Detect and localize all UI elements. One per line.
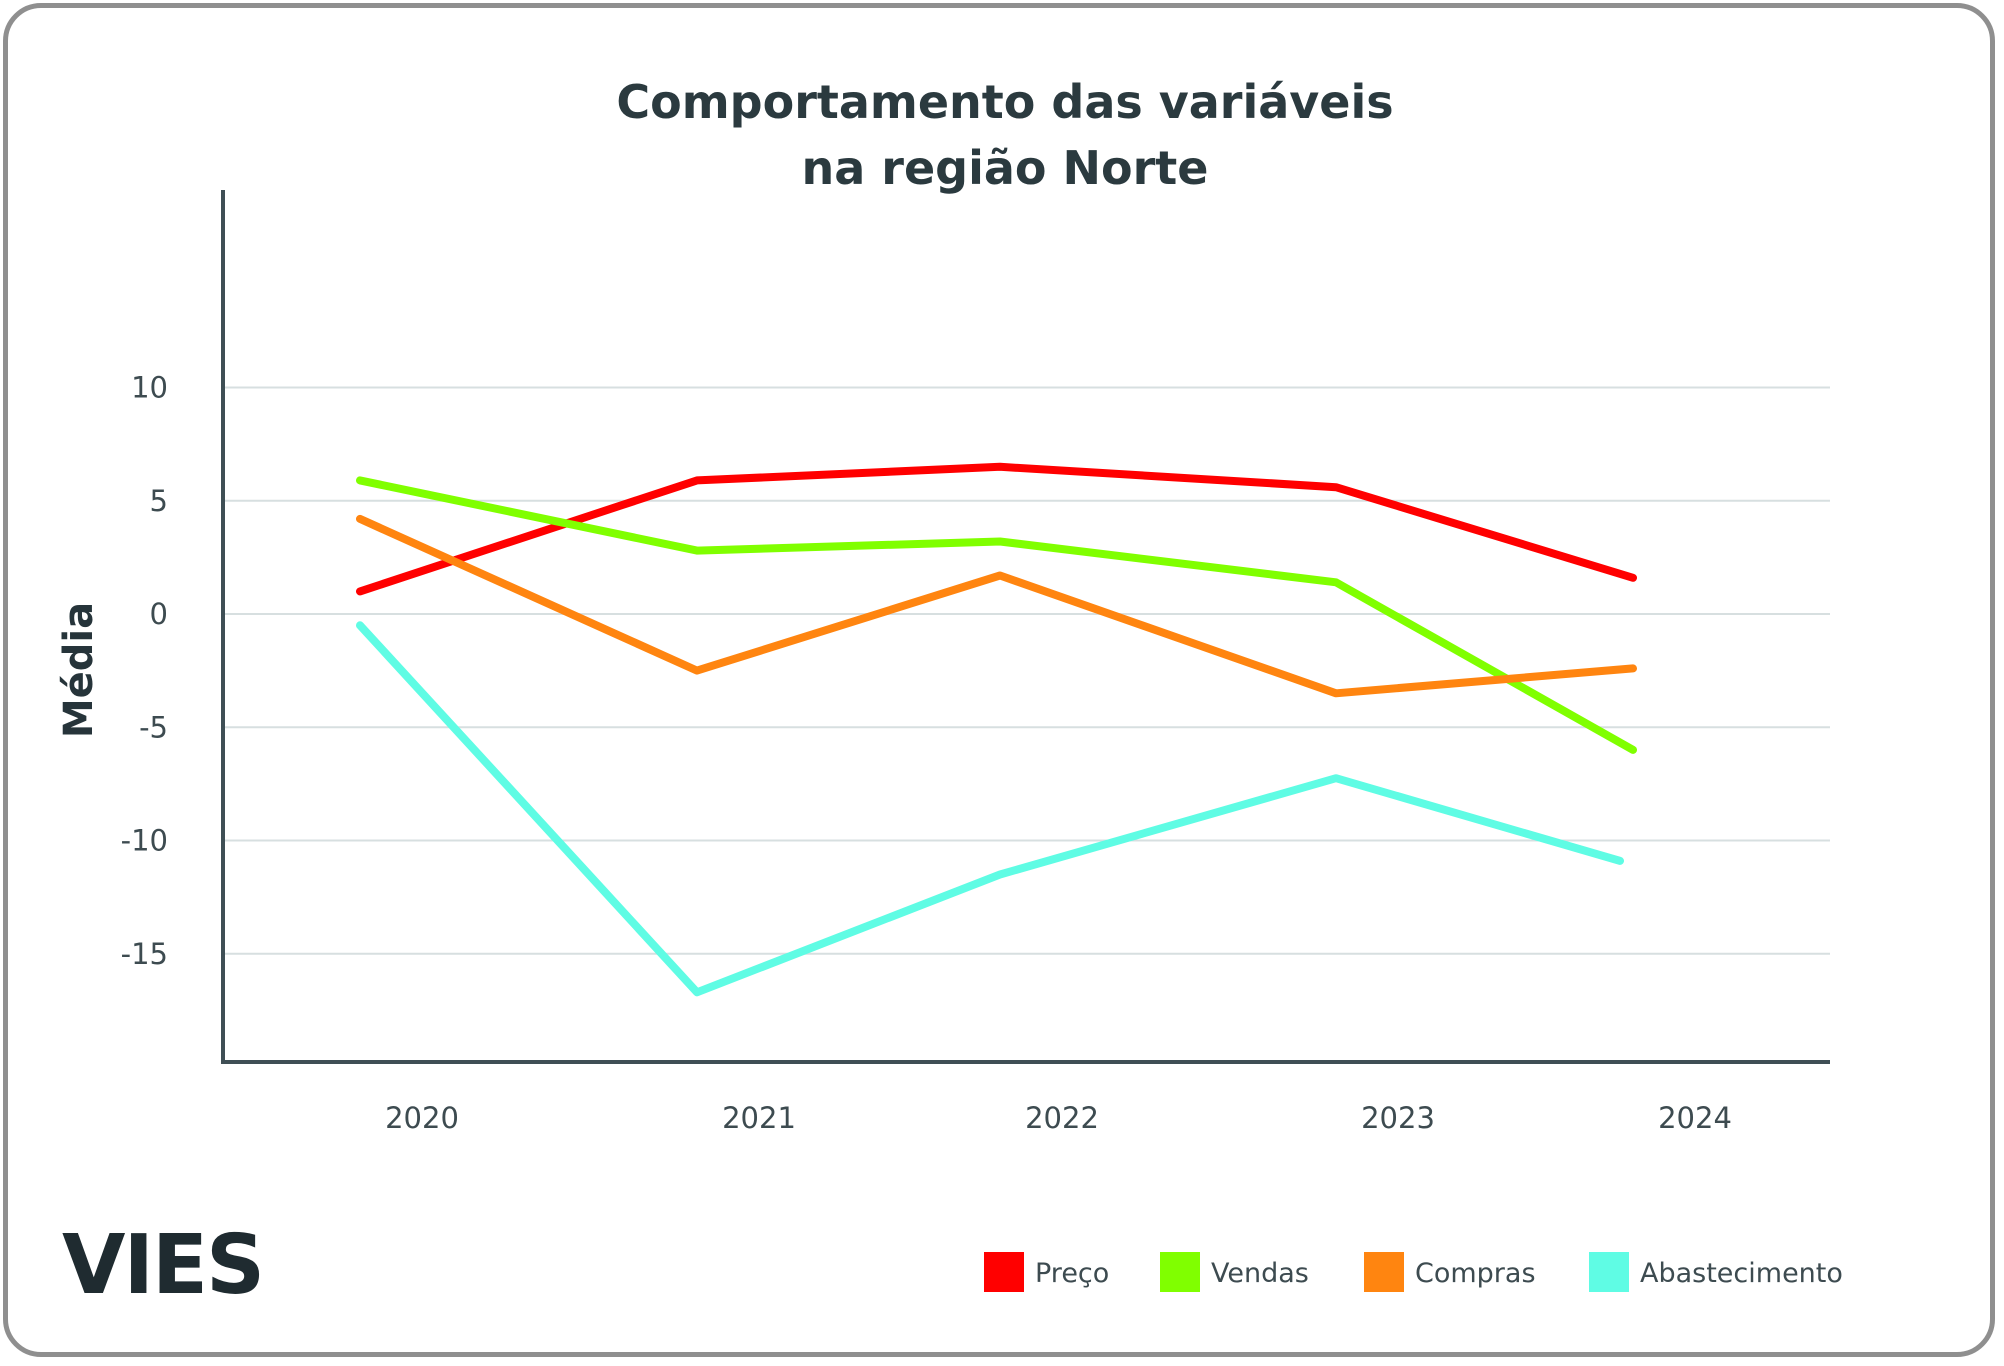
legend-item-preço: Preço — [984, 1252, 1109, 1292]
y-tick-label: -5 — [139, 710, 168, 744]
legend-label: Abastecimento — [1640, 1258, 1843, 1289]
series-line-abastecimento — [356, 621, 1624, 997]
x-tick-label: 2024 — [1658, 1101, 1732, 1135]
x-tick-label: 2021 — [722, 1101, 796, 1135]
vies-logo: VIES — [62, 1218, 263, 1313]
x-tick-labels: 2020 2021 2022 2023 2024 — [385, 1101, 1732, 1135]
legend: Preço Vendas Compras Abastecimento — [984, 1252, 1843, 1292]
y-tick-label: 10 — [131, 371, 168, 405]
series-lines — [356, 462, 1637, 997]
title-line-2: na região Norte — [801, 141, 1208, 195]
y-tick-label: 5 — [150, 484, 168, 518]
y-tick-labels: 10 5 0 -5 -10 -15 — [121, 371, 168, 971]
y-tick-label: -15 — [121, 937, 168, 971]
series-line-compras — [356, 514, 1637, 698]
legend-item-abastecimento: Abastecimento — [1589, 1252, 1843, 1292]
chart-frame — [3, 3, 1995, 1357]
legend-swatch — [984, 1252, 1024, 1292]
series-line-vendas — [356, 476, 1637, 754]
x-tick-label: 2022 — [1025, 1101, 1099, 1135]
axes — [221, 190, 1830, 1064]
chart-title: Comportamento das variáveis na região No… — [616, 75, 1393, 195]
legend-label: Compras — [1415, 1258, 1536, 1289]
legend-item-vendas: Vendas — [1160, 1252, 1309, 1292]
y-tick-label: -10 — [121, 824, 168, 858]
legend-label: Vendas — [1211, 1258, 1309, 1289]
legend-item-compras: Compras — [1364, 1252, 1536, 1292]
x-tick-label: 2023 — [1361, 1101, 1435, 1135]
y-tick-label: 0 — [150, 597, 168, 631]
legend-label: Preço — [1035, 1258, 1109, 1289]
y-axis-label: Média — [56, 602, 102, 738]
legend-swatch — [1589, 1252, 1629, 1292]
title-line-1: Comportamento das variáveis — [616, 75, 1393, 129]
legend-swatch — [1364, 1252, 1404, 1292]
series-line-preço — [356, 462, 1637, 596]
gridlines — [223, 386, 1830, 955]
legend-swatch — [1160, 1252, 1200, 1292]
x-tick-label: 2020 — [385, 1101, 459, 1135]
